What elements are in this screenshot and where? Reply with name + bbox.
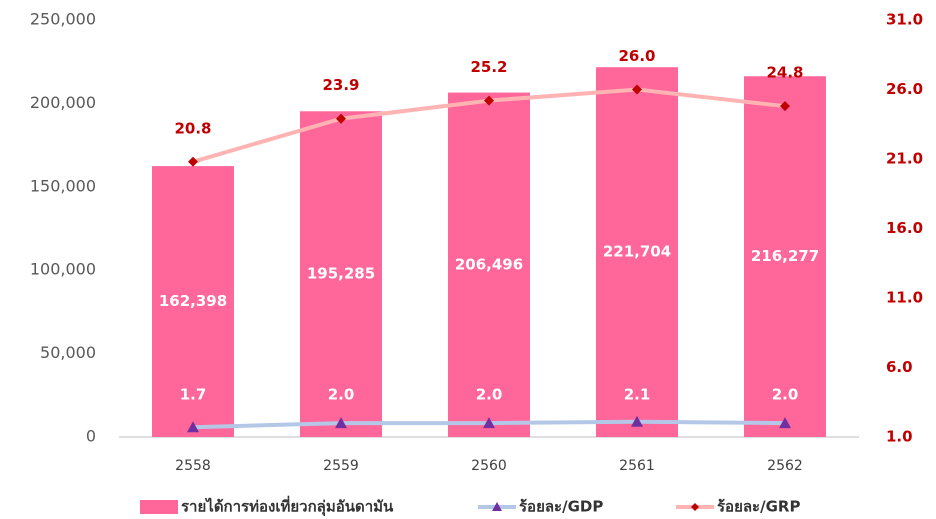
y2-tick-label: 16.0 [886,219,923,237]
line-value-label: 1.7 [180,386,207,404]
x-tick-label: 2562 [767,458,803,474]
line-value-label: 2.0 [772,386,799,404]
y-tick-label: 150,000 [30,176,96,195]
y2-tick-label: 1.0 [886,428,913,446]
bar-value-label: 216,277 [751,247,819,265]
y2-tick-label: 26.0 [886,80,923,98]
y-tick-label: 0 [86,427,96,446]
legend-marker [691,503,699,511]
bar-value-label: 206,496 [455,255,523,273]
line-value-label: 24.8 [766,64,803,82]
legend-label: ร้อยละ/GRP [717,498,800,516]
bar-value-label: 221,704 [603,243,671,261]
y-tick-label: 50,000 [40,343,96,362]
line-value-label: 20.8 [174,119,211,137]
line-value-label: 2.0 [328,386,355,404]
line-value-label: 2.0 [476,386,503,404]
legend-label: ร้อยละ/GDP [519,498,603,516]
x-tick-label: 2561 [619,458,655,474]
x-tick-label: 2560 [471,458,507,474]
bar-value-label: 195,285 [307,265,375,283]
y2-tick-label: 11.0 [886,289,923,307]
marker [188,157,198,167]
y-tick-label: 200,000 [30,93,96,112]
line-value-label: 2.1 [624,386,651,404]
y-tick-label: 100,000 [30,260,96,279]
legend-label: รายได้การท่องเที่ยวกลุ่มอันดามัน [181,496,394,517]
x-tick-label: 2559 [323,458,359,474]
bar-value-label: 162,398 [159,292,227,310]
x-tick-label: 2558 [175,458,211,474]
chart: 0 50,000 100,000 150,000 200,000 250,000 1.0 6.… [0,0,936,519]
line-value-label: 25.2 [470,58,507,76]
line-value-label: 23.9 [322,76,359,94]
legend-swatch [140,500,178,514]
y2-tick-label: 21.0 [886,150,923,168]
y2-tick-label: 31.0 [886,11,923,29]
y2-tick-label: 6.0 [886,358,913,376]
y-tick-label: 250,000 [30,10,96,29]
line-value-label: 26.0 [618,47,655,65]
